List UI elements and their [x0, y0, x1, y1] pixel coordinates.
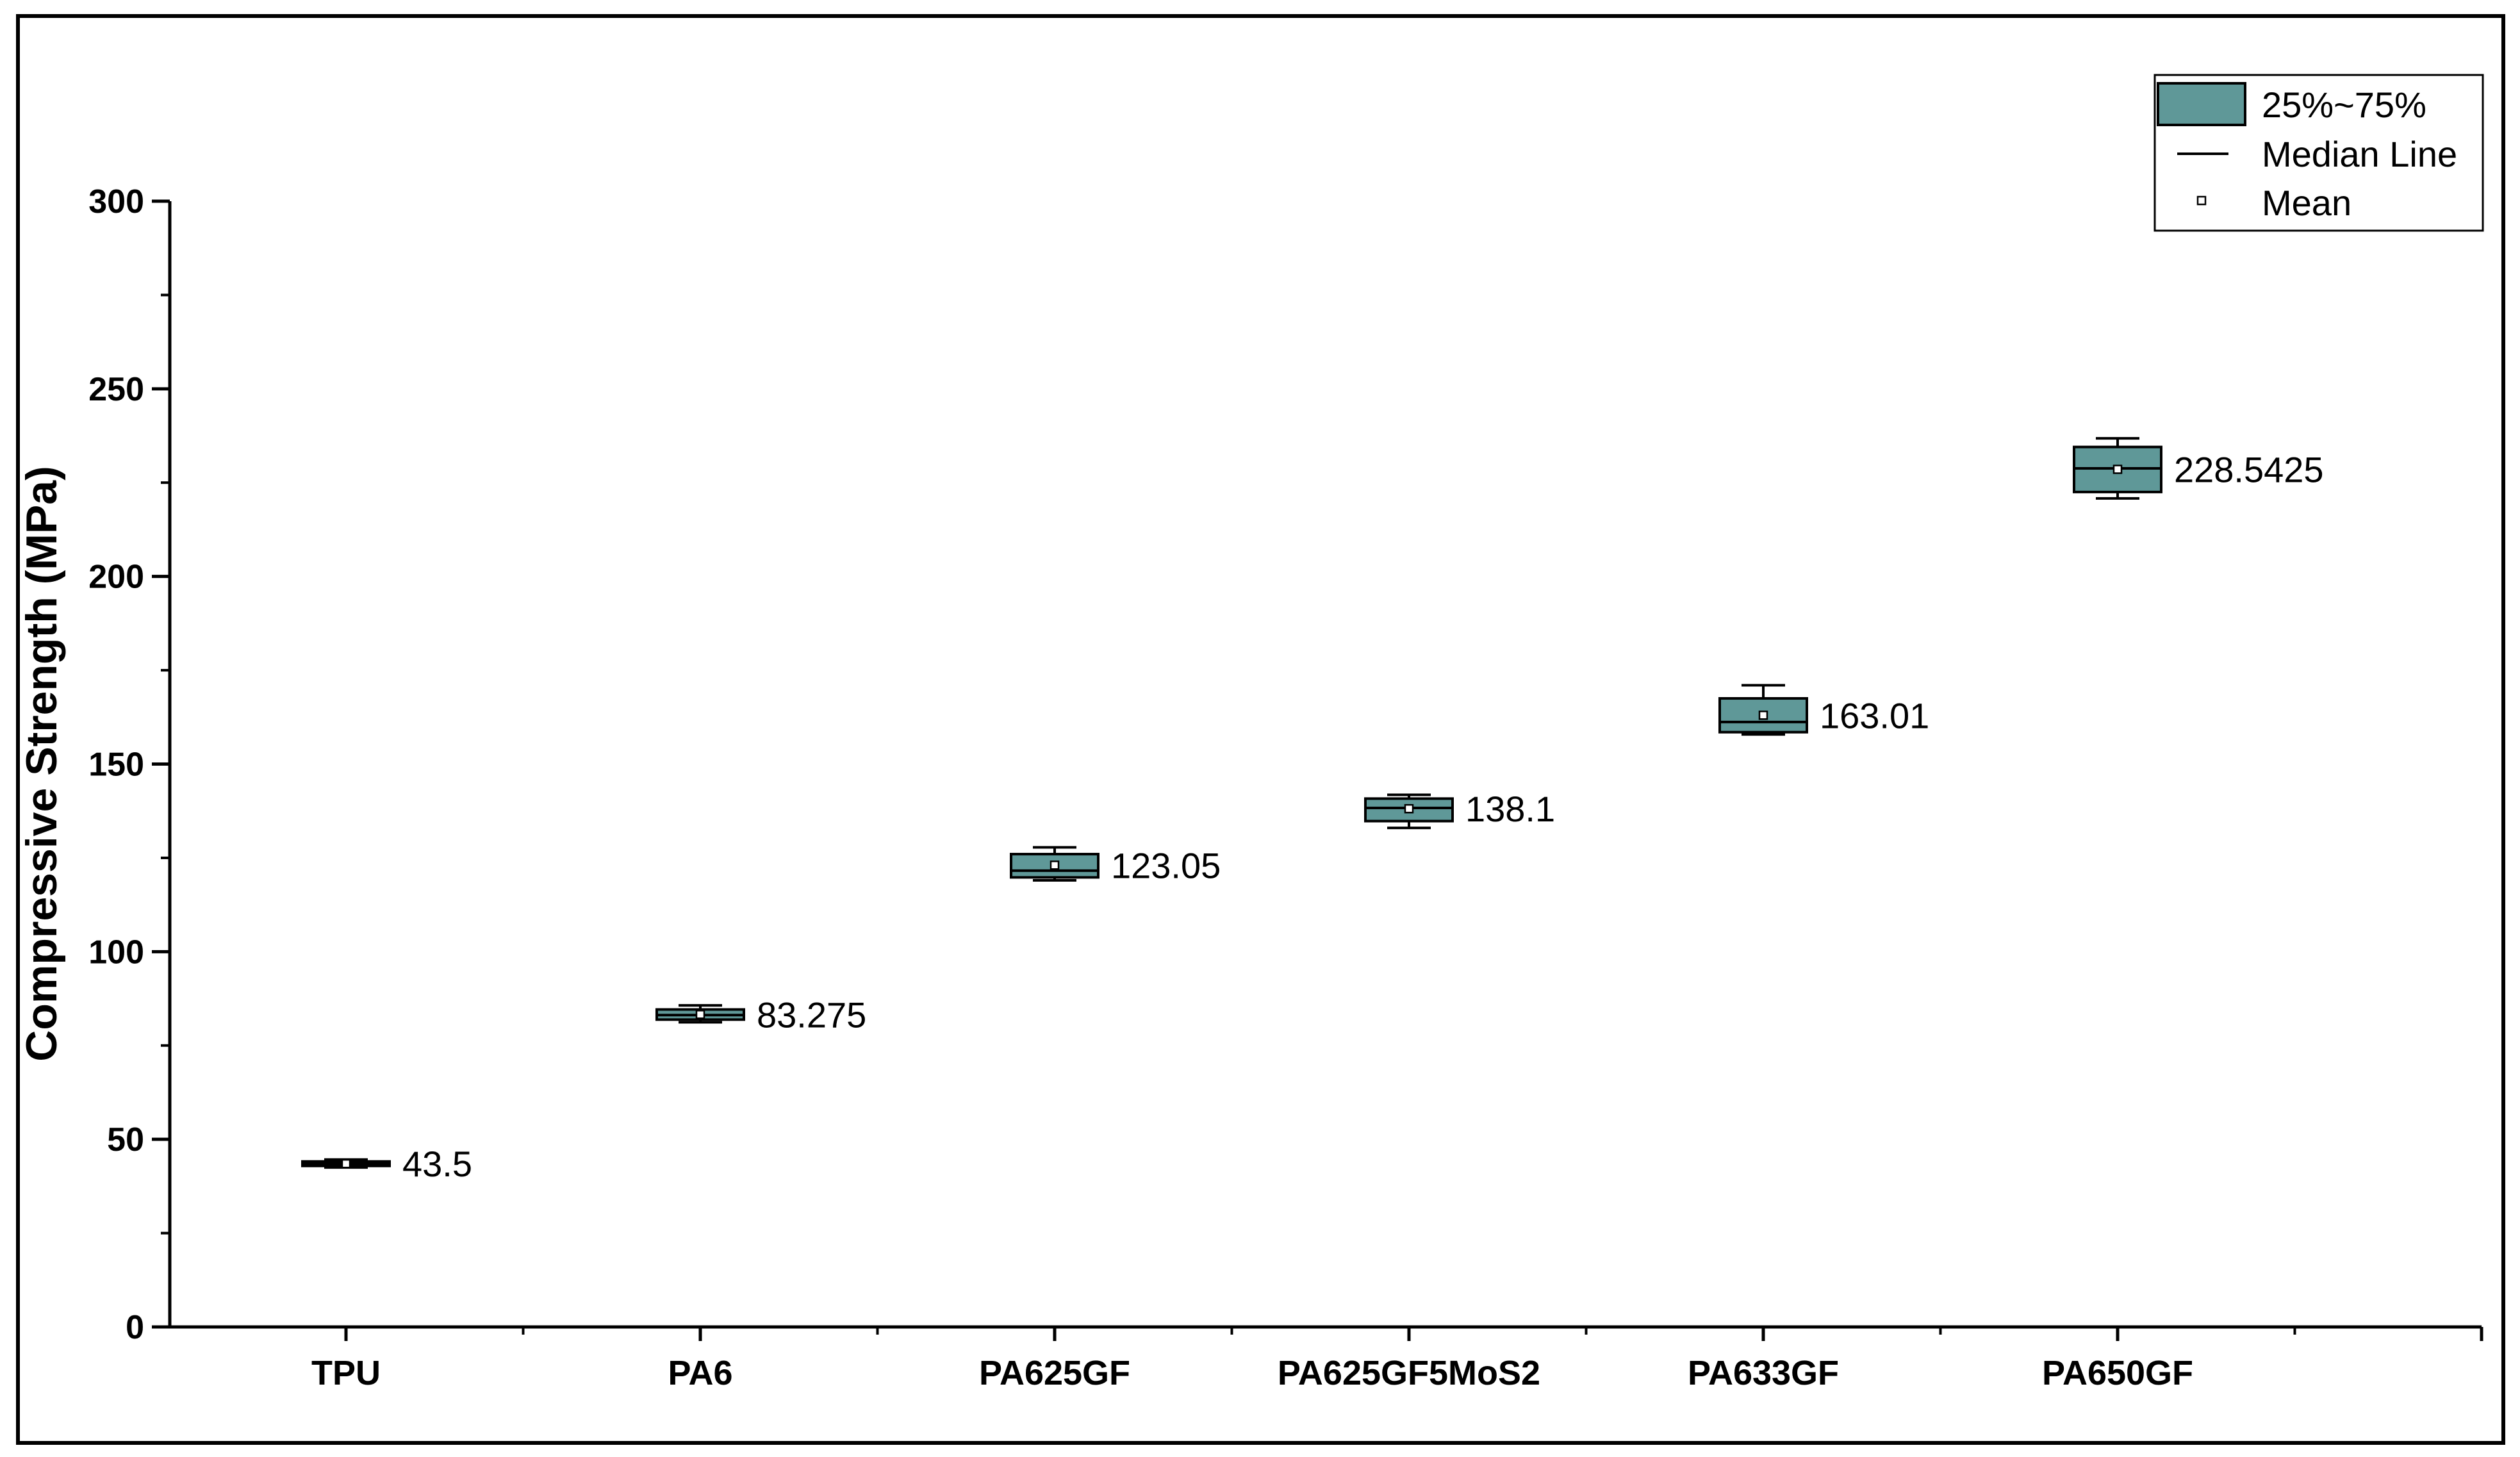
y-axis-ticks: 0 50 100 150 200 250 300 [88, 183, 170, 1346]
x-tick-label: PA650GF [2042, 1354, 2193, 1392]
y-tick-label: 250 [88, 371, 144, 408]
y-tick-label: 200 [88, 559, 144, 596]
mean-marker [695, 1010, 705, 1019]
mean-value-label: 123.05 [1111, 845, 1221, 885]
mean-value-label: 228.5425 [2174, 450, 2324, 490]
x-tick-label: PA625GF [979, 1354, 1130, 1392]
box-pa633gf: 163.01 [1718, 684, 1929, 736]
y-tick-label: 150 [88, 746, 144, 784]
box-pa625gf: 123.05 [1010, 845, 1221, 885]
y-tick-label: 0 [126, 1309, 144, 1346]
x-axis-ticks: TPU PA6 PA625GF PA625GF5MoS2 PA633GF PA650GF [311, 1327, 2483, 1392]
box-pa6: 83.275 [655, 994, 866, 1035]
box-tpu: 43.5 [301, 1144, 472, 1184]
y-tick-label: 50 [107, 1121, 144, 1158]
x-tick-label: TPU [311, 1354, 381, 1392]
figure-border [16, 14, 2505, 1445]
box-series: 43.5 83.275 123.05 138.1 163.01 228.5425 [301, 437, 2324, 1184]
box-pa625gf5mos2: 138.1 [1364, 789, 1555, 829]
legend-label-mean: Mean [2262, 183, 2351, 223]
box-pa650gf: 228.5425 [2073, 437, 2324, 500]
x-tick-label: PA625GF5MoS2 [1278, 1354, 1540, 1392]
x-tick-label: PA6 [668, 1354, 732, 1392]
mean-value-label: 83.275 [757, 994, 866, 1035]
y-axis-title: Compressive Strength (MPa) [17, 466, 66, 1062]
mean-marker [341, 1158, 351, 1169]
legend-label-median: Median Line [2262, 134, 2457, 174]
mean-value-label: 163.01 [1820, 695, 1929, 736]
mean-value-label: 43.5 [402, 1144, 472, 1184]
legend-label-iqr: 25%~75% [2262, 85, 2426, 125]
y-tick-label: 100 [88, 934, 144, 971]
y-tick-label: 300 [88, 183, 144, 220]
mean-marker [1404, 803, 1414, 814]
mean-marker [2112, 465, 2123, 474]
mean-marker [1758, 711, 1768, 720]
legend-swatch-iqr [2157, 82, 2246, 126]
x-tick-label: PA633GF [1688, 1354, 1839, 1392]
mean-marker [1050, 860, 1060, 870]
legend-swatch-mean [2196, 195, 2207, 206]
mean-value-label: 138.1 [1465, 789, 1555, 829]
legend: 25%~75% Median Line Mean [2154, 74, 2484, 232]
